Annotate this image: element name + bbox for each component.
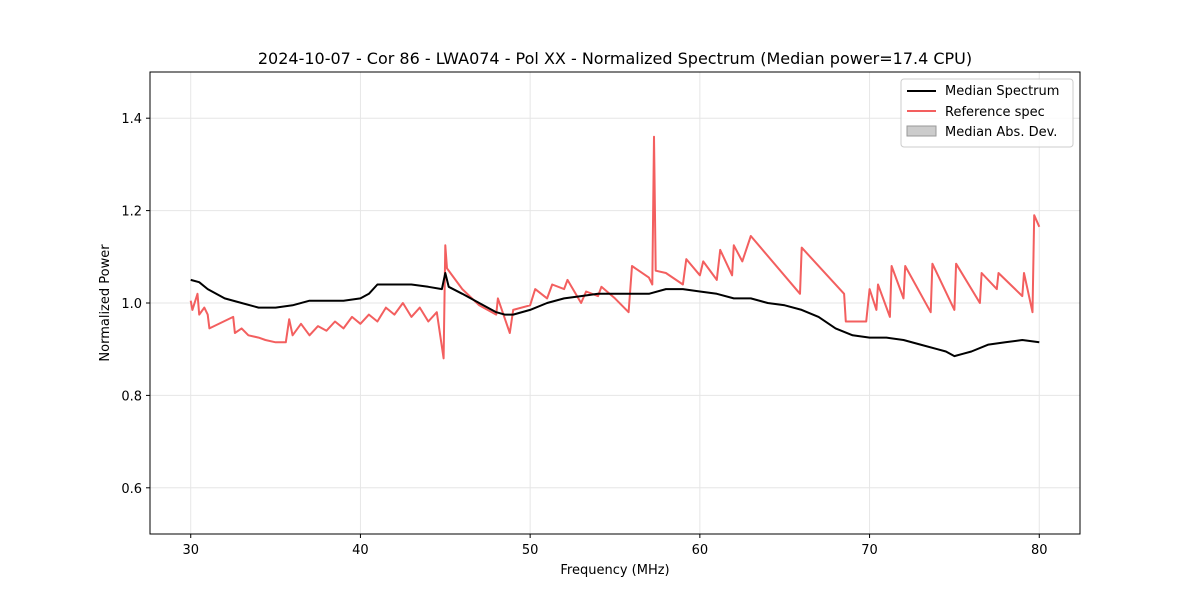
legend: Median Spectrum Reference spec Median Ab… xyxy=(900,78,1074,148)
y-tick-label: 1.0 xyxy=(121,297,142,312)
y-tick-label: 0.6 xyxy=(121,482,142,497)
legend-mad-swatch xyxy=(906,125,937,137)
legend-mad-label: Median Abs. Dev. xyxy=(945,125,1057,140)
legend-reference-label: Reference spec xyxy=(945,105,1045,120)
reference-spec-line xyxy=(189,135,1041,360)
series-layer xyxy=(189,135,1041,360)
median-spectrum-line xyxy=(190,272,1040,358)
legend-box xyxy=(900,78,1074,148)
axis-ticks: 30 40 50 60 70 80 0.6 0.8 1.0 1.2 1.4 xyxy=(121,112,1047,558)
y-tick-label: 1.4 xyxy=(121,112,142,127)
x-tick-label: 60 xyxy=(692,543,709,558)
x-tick-label: 40 xyxy=(352,543,369,558)
x-tick-label: 70 xyxy=(861,543,878,558)
x-axis-label: Frequency (MHz) xyxy=(560,563,669,578)
x-tick-label: 30 xyxy=(182,543,199,558)
y-tick-label: 0.8 xyxy=(121,389,142,404)
y-tick-label: 1.2 xyxy=(121,205,142,220)
x-tick-label: 80 xyxy=(1031,543,1048,558)
x-tick-label: 50 xyxy=(522,543,539,558)
chart-title: 2024-10-07 - Cor 86 - LWA074 - Pol XX - … xyxy=(258,49,972,68)
y-axis-label: Normalized Power xyxy=(98,244,113,362)
legend-median-label: Median Spectrum xyxy=(945,84,1059,99)
